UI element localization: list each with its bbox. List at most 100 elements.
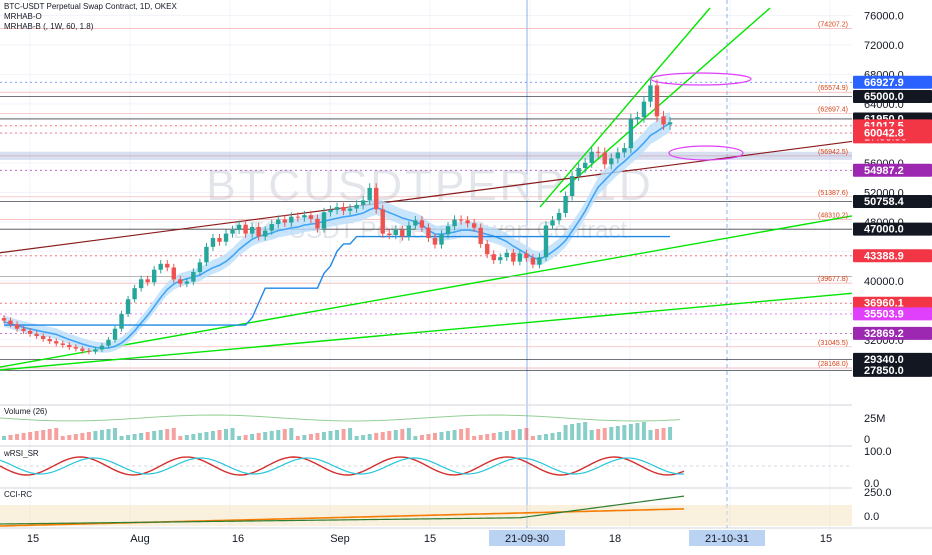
candle[interactable] [230,225,235,238]
candle[interactable] [184,277,190,288]
candle[interactable] [406,221,412,241]
candle[interactable] [504,248,510,262]
candle[interactable] [119,310,124,332]
candle[interactable] [282,215,287,227]
candle[interactable] [321,207,327,233]
candle[interactable] [86,348,92,355]
candle[interactable] [589,146,594,168]
candle[interactable] [550,216,555,230]
candle[interactable] [21,325,26,334]
candle[interactable] [204,242,209,267]
candle[interactable] [400,225,405,241]
candle[interactable] [341,202,346,216]
candle[interactable] [465,216,470,228]
candle[interactable] [80,345,85,354]
candle[interactable] [308,210,314,224]
candle[interactable] [537,253,542,269]
candle[interactable] [485,239,490,259]
candle[interactable] [354,200,359,213]
candle[interactable] [60,340,65,348]
candle[interactable] [263,226,268,241]
candle[interactable] [615,147,621,164]
candle[interactable] [413,216,418,230]
candle[interactable] [8,317,13,328]
candle[interactable] [47,336,52,345]
candle[interactable] [543,221,549,262]
candle[interactable] [471,219,477,232]
candle[interactable] [165,260,170,272]
candle[interactable] [452,215,457,231]
candle[interactable] [628,113,634,154]
candle[interactable] [334,202,340,215]
candle[interactable] [374,183,379,214]
candle[interactable] [249,222,255,238]
candle[interactable] [269,219,274,235]
candle[interactable] [491,250,496,264]
price-axis[interactable]: 76000.072000.068000.064000.056000.052000… [864,10,904,346]
candle[interactable] [609,153,614,170]
candle[interactable] [576,163,581,181]
candle[interactable] [667,116,673,130]
candle[interactable] [393,225,398,240]
candle[interactable] [478,223,483,248]
candle[interactable] [197,258,203,276]
candle[interactable] [73,344,79,352]
candle[interactable] [524,249,529,262]
candle[interactable] [256,222,261,241]
candle[interactable] [654,79,660,122]
candle[interactable] [289,212,294,227]
candle[interactable] [151,266,157,286]
candle[interactable] [243,220,248,238]
candle[interactable] [93,346,98,355]
candle[interactable] [498,253,503,264]
candle[interactable] [380,204,385,238]
candle[interactable] [426,223,431,243]
candle[interactable] [223,229,229,246]
candle[interactable] [458,215,464,225]
candle[interactable] [138,275,144,292]
candle[interactable] [563,191,568,218]
candle[interactable] [328,205,333,217]
candle[interactable] [178,275,183,288]
candle[interactable] [596,146,601,158]
candle[interactable] [347,204,353,216]
candle[interactable] [67,342,72,350]
candle[interactable] [387,229,392,240]
candle[interactable] [432,233,438,249]
candle[interactable] [556,208,562,225]
candle[interactable] [106,336,111,349]
candles[interactable] [1,79,673,355]
candle[interactable] [622,142,627,158]
candle[interactable] [367,183,372,205]
candle[interactable] [661,110,666,130]
candle[interactable] [112,325,118,343]
candle[interactable] [54,338,59,347]
candle[interactable] [158,260,163,274]
candle[interactable] [582,157,588,173]
candle[interactable] [40,333,46,342]
candle[interactable] [276,215,281,229]
candle[interactable] [641,95,647,123]
candle[interactable] [439,230,444,249]
candle[interactable] [419,216,425,232]
candle[interactable] [569,171,575,201]
candle[interactable] [99,342,105,353]
candle[interactable] [517,249,523,266]
candle[interactable] [302,210,307,222]
candle[interactable] [132,284,137,303]
candle[interactable] [648,79,653,108]
time-axis[interactable]: 15 Aug 16 Sep 15 18 15 21-09-30 21-10-31 [27,530,832,546]
candle[interactable] [217,233,222,246]
candle[interactable] [1,314,7,324]
candle[interactable] [171,263,176,283]
candle[interactable] [295,212,301,222]
candle[interactable] [34,330,39,339]
candle[interactable] [445,222,451,239]
candle[interactable] [511,248,516,266]
candle[interactable] [530,254,536,269]
candle[interactable] [602,147,607,170]
candle[interactable] [191,268,196,286]
candle[interactable] [125,295,131,318]
candle[interactable] [236,220,242,235]
